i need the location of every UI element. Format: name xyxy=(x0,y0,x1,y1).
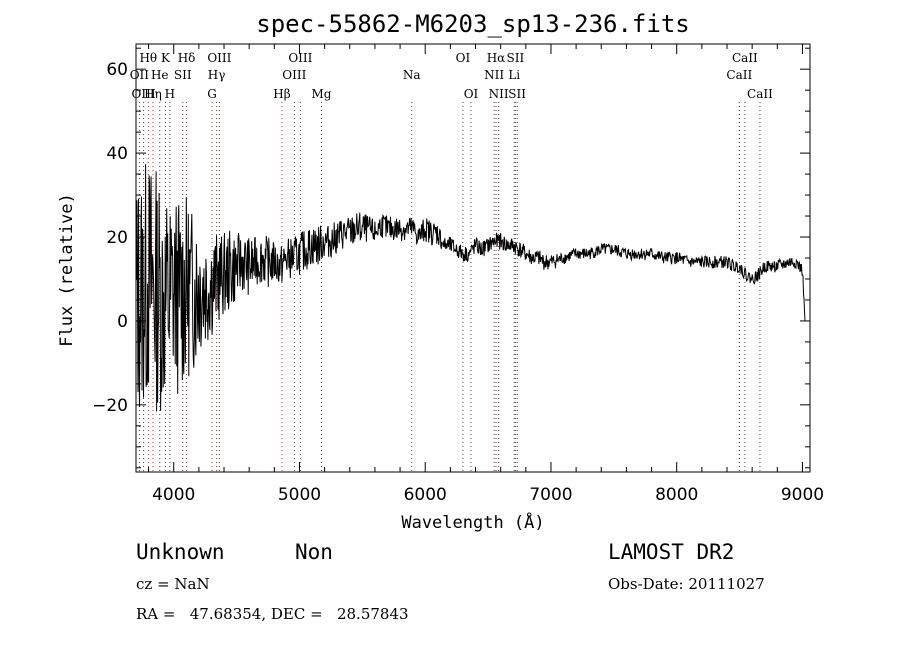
spectral-line-label: CaII xyxy=(747,87,773,101)
y-tick-label: −20 xyxy=(92,396,128,416)
spectrum-series-line xyxy=(135,164,806,412)
spectral-line-label: OII xyxy=(130,68,150,82)
spectral-line-label: Hδ xyxy=(178,51,196,65)
chart-title: spec-55862-M6203_sp13-236.fits xyxy=(256,10,689,38)
x-tick-label: 8000 xyxy=(655,485,698,505)
spectral-line-label: Hγ xyxy=(208,68,226,82)
spectral-line-label: Hθ xyxy=(139,51,157,65)
spectral-line-label: Li xyxy=(508,68,520,82)
spectral-line-label: H xyxy=(165,87,175,101)
obs-date-label: Obs-Date: 20111027 xyxy=(608,575,765,593)
y-tick-label: 0 xyxy=(117,312,128,332)
subclass-label: Non xyxy=(295,540,333,564)
spectral-line-label: OI xyxy=(464,87,479,101)
coordinates-label: RA = 47.68354, DEC = 28.57843 xyxy=(136,605,409,623)
spectral-line-label: Hβ xyxy=(273,87,290,101)
spectral-line-label: SII xyxy=(507,51,525,65)
x-tick-label: 5000 xyxy=(278,485,321,505)
redshift-label: cz = NaN xyxy=(136,575,210,593)
x-axis-label: Wavelength (Å) xyxy=(401,511,544,533)
spectral-line-label: Mg xyxy=(311,87,331,101)
spectral-line-label: OI xyxy=(456,51,471,65)
y-tick-label: 40 xyxy=(106,144,128,164)
y-tick-label: 20 xyxy=(106,228,128,248)
spectral-line-label: G xyxy=(207,87,217,101)
spectral-line-label: SII xyxy=(174,68,192,82)
spectral-line-label: SII xyxy=(508,87,526,101)
x-tick-label: 4000 xyxy=(152,485,195,505)
spectral-line-label: He xyxy=(151,68,169,82)
spectral-line-label: Hη xyxy=(144,87,162,101)
x-tick-label: 6000 xyxy=(404,485,447,505)
class-label: Unknown xyxy=(136,540,225,564)
spectral-line-label: CaII xyxy=(732,51,758,65)
spectral-line-label: NII xyxy=(489,87,509,101)
x-tick-label: 9000 xyxy=(781,485,824,505)
spectral-line-label: Na xyxy=(403,68,421,82)
spectral-line-label: CaII xyxy=(726,68,752,82)
spectral-line-label: NII xyxy=(484,68,504,82)
survey-label: LAMOST DR2 xyxy=(608,540,735,564)
y-tick-label: 60 xyxy=(106,60,128,80)
spectral-line-label: OIII xyxy=(282,68,306,82)
y-axis-label: Flux (relative) xyxy=(57,193,77,347)
spectral-line-label: K xyxy=(161,51,171,65)
spectral-line-label: OIII xyxy=(207,51,231,65)
spectral-line-label: OIII xyxy=(288,51,312,65)
spectral-line-label: Hα xyxy=(487,51,506,65)
x-tick-label: 7000 xyxy=(529,485,572,505)
